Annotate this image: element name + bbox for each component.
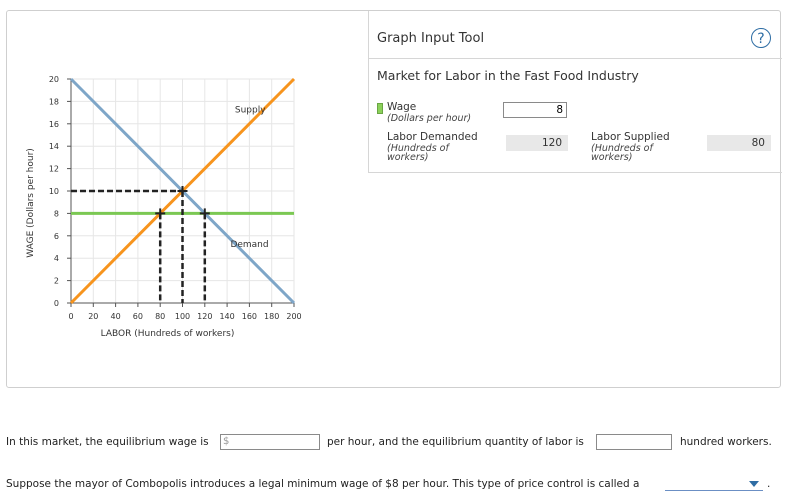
y-tick-label: 20 [49, 75, 59, 84]
y-tick-label: 16 [49, 120, 59, 129]
price-control-dropdown[interactable] [665, 476, 763, 491]
y-tick-label: 6 [54, 232, 59, 241]
wage-label: Wage [387, 101, 417, 113]
question-1-part-2: per hour, and the equilibrium quantity o… [327, 436, 584, 448]
tool-divider [369, 58, 782, 59]
wage-input[interactable] [503, 102, 567, 118]
wage-marker [155, 208, 166, 219]
x-tick-label: 160 [242, 312, 257, 321]
x-tick-label: 200 [286, 312, 301, 321]
dollar-prefix: $ [223, 436, 230, 447]
labor-demanded-sublabel-2: workers) [387, 152, 429, 163]
labor-supplied-label: Labor Supplied [591, 131, 670, 143]
y-tick-label: 8 [54, 209, 59, 218]
chevron-down-icon [749, 481, 759, 487]
x-tick-label: 180 [264, 312, 279, 321]
y-tick-label: 14 [49, 142, 59, 151]
equilibrium-quantity-input[interactable] [596, 434, 672, 450]
wage-swatch-icon [377, 103, 383, 114]
x-axis-label: LABOR (Hundreds of workers) [101, 329, 235, 339]
y-tick-label: 18 [49, 97, 59, 106]
labor-supplied-sublabel-2: workers) [591, 152, 633, 163]
supply-label: Supply [235, 106, 266, 116]
question-1-part-1: In this market, the equilibrium wage is [6, 436, 209, 448]
equilibrium-wage-input[interactable]: $ [220, 434, 320, 450]
labor-demanded-label: Labor Demanded [387, 131, 478, 143]
tool-title: Graph Input Tool [377, 31, 485, 46]
graph-input-tool: Graph Input Tool ? Market for Labor in t… [368, 11, 782, 173]
graph-panel: 0 20 40 60 80 100 120 140 160 180 200 0 2 4 6 8 10 12 14 16… [6, 10, 782, 389]
question-2-end: . [767, 478, 771, 490]
x-tick-label: 120 [197, 312, 212, 321]
y-tick-label: 0 [54, 299, 59, 308]
labor-demanded-value: 120 [506, 135, 568, 151]
labor-market-chart[interactable]: 0 20 40 60 80 100 120 140 160 180 200 0 2 4 6 8 10 12 14 16… [7, 11, 367, 389]
wage-marker [199, 208, 210, 219]
x-tick-label: 140 [219, 312, 234, 321]
y-axis-label: WAGE (Dollars per hour) [26, 148, 36, 258]
market-title: Market for Labor in the Fast Food Indust… [377, 68, 639, 83]
y-tick-label: 2 [54, 277, 59, 286]
y-tick-label: 10 [49, 187, 59, 196]
question-1-part-3: hundred workers. [680, 436, 772, 448]
x-tick-label: 100 [175, 312, 190, 321]
x-tick-label: 40 [111, 312, 121, 321]
demand-label: Demand [230, 240, 268, 250]
wage-sublabel: (Dollars per hour) [387, 113, 472, 124]
help-icon[interactable]: ? [751, 28, 771, 48]
x-tick-label: 80 [155, 312, 165, 321]
y-tick-label: 12 [49, 165, 59, 174]
y-tick-label: 4 [54, 254, 59, 263]
labor-supplied-sublabel-1: (Hundreds of [591, 143, 653, 154]
x-tick-label: 60 [133, 312, 143, 321]
labor-demanded-sublabel-1: (Hundreds of [387, 143, 449, 154]
x-tick-label: 0 [68, 312, 73, 321]
x-tick-label: 20 [88, 312, 98, 321]
question-2: Suppose the mayor of Combopolis introduc… [6, 478, 640, 490]
equilibrium-marker [177, 186, 188, 196]
labor-supplied-value: 80 [707, 135, 771, 151]
